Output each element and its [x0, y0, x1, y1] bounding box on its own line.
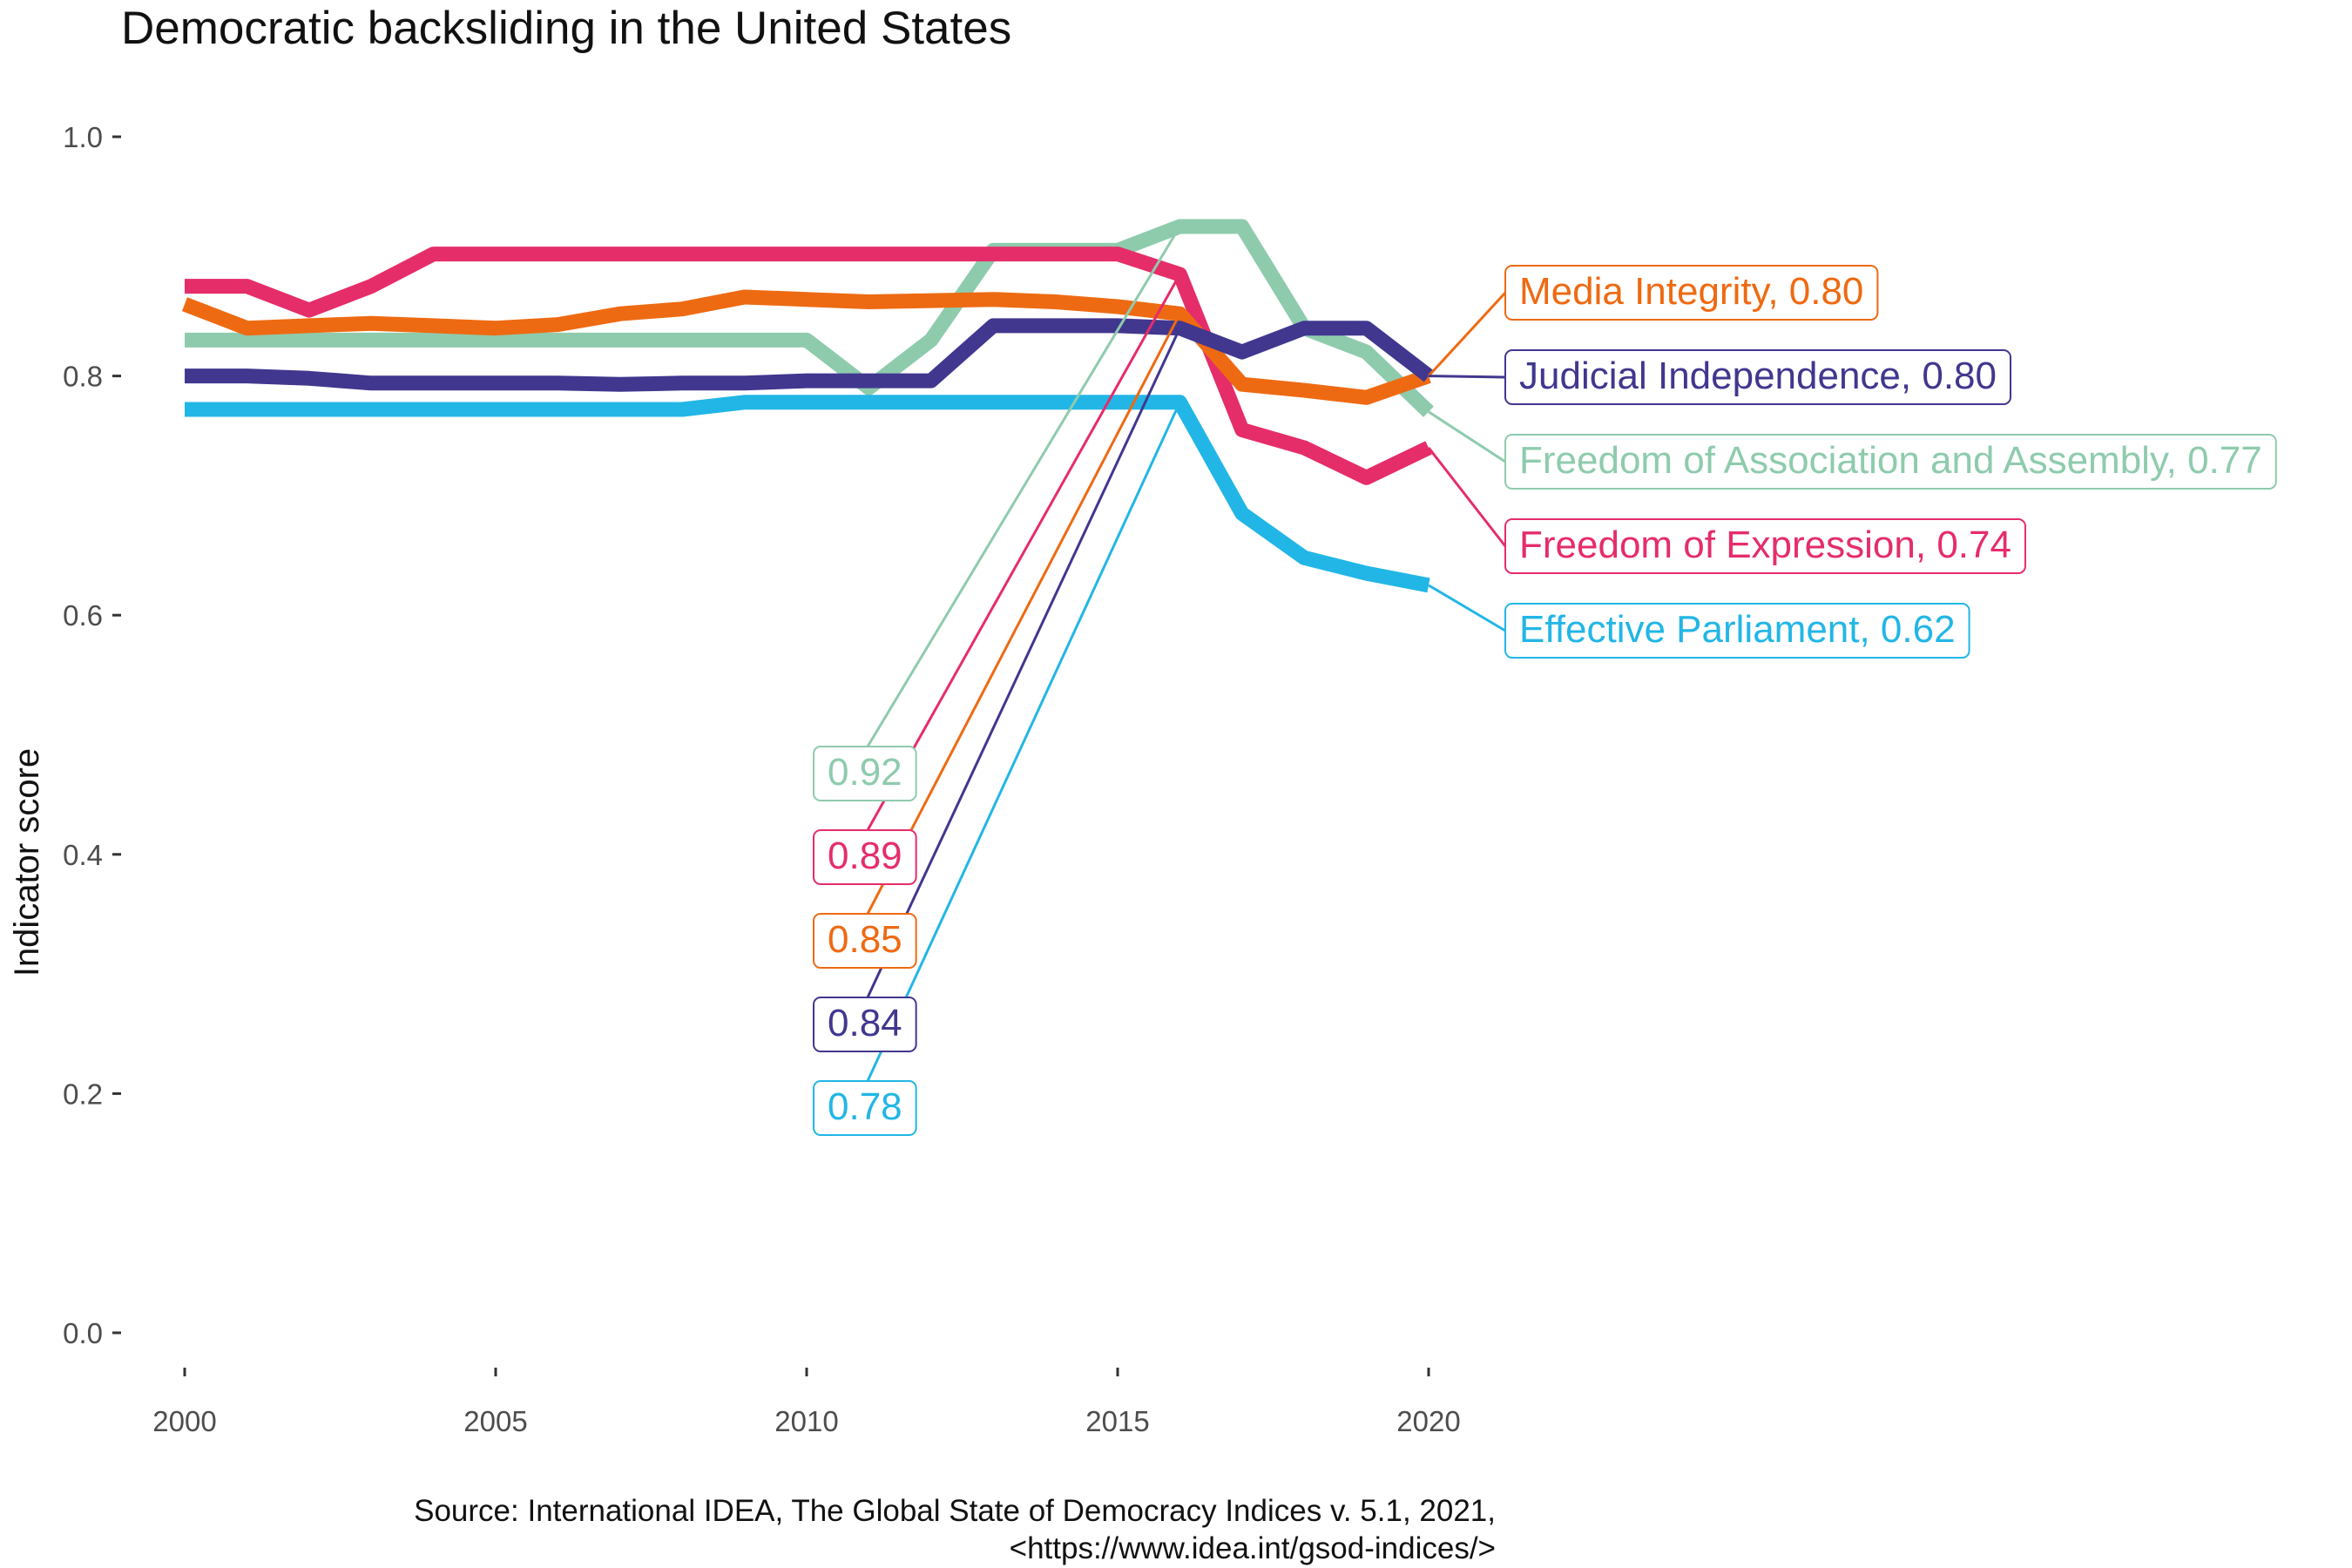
x-tick-label: 2010: [774, 1405, 838, 1437]
peak-leader-media-integrity: [866, 313, 1181, 915]
peak-label-media-integrity-box: [813, 913, 917, 969]
end-label-effective-parliament: Effective Parliament, 0.62: [1504, 603, 1970, 659]
peak-label-freedom-of-association-and-assembly: 0.92: [813, 746, 917, 801]
end-label-freedom-of-association-and-assembly-text: Freedom of Association and Assembly, 0.7…: [1519, 439, 2262, 482]
end-label-effective-parliament-box: [1504, 603, 1970, 659]
peak-label-freedom-of-association-and-assembly-box: [813, 746, 917, 801]
end-label-judicial-independence-text: Judicial Independence, 0.80: [1519, 355, 1997, 397]
x-tick-label: 2005: [463, 1405, 527, 1437]
peak-label-freedom-of-expression: 0.89: [813, 829, 917, 885]
peak-label-media-integrity-text: 0.85: [828, 918, 902, 961]
peak-label-effective-parliament-text: 0.78: [828, 1085, 902, 1128]
y-axis: 0.0 0.2 0.4 0.6 0.8 1.0: [63, 121, 121, 1349]
series-line-effective-parliament: [185, 395, 1430, 593]
end-label-freedom-of-association-and-assembly-box: [1504, 434, 2277, 490]
source-caption-line2: <https://www.idea.int/gsod-indices/>: [1009, 1531, 1496, 1565]
series-lines: [181, 219, 1434, 593]
end-label-judicial-independence-box: [1504, 349, 2011, 405]
series-line-freedom-of-association-and-assembly: [185, 219, 1434, 417]
peak-label-freedom-of-expression-text: 0.89: [828, 835, 902, 877]
peak-leader-judicial-independence: [866, 328, 1181, 998]
end-label-judicial-independence: Judicial Independence, 0.80: [1504, 349, 2011, 405]
end-leader-judicial-independence: [1428, 375, 1506, 379]
peak-label-freedom-of-association-and-assembly-text: 0.92: [828, 751, 902, 794]
x-tick-label: 2000: [152, 1405, 216, 1437]
peak-label-effective-parliament: 0.78: [813, 1080, 917, 1136]
series-line-media-integrity: [181, 289, 1431, 405]
end-label-freedom-of-expression-text: Freedom of Expression, 0.74: [1519, 524, 2011, 566]
y-tick-label: 0.2: [63, 1078, 103, 1110]
y-tick-label: 0.4: [63, 839, 103, 871]
x-tick-label: 2015: [1085, 1405, 1149, 1437]
y-tick-label: 0.8: [63, 361, 103, 393]
x-tick-label: 2020: [1396, 1405, 1460, 1437]
peak-leader-effective-parliament: [866, 402, 1181, 1082]
source-caption: Source: International IDEA, The Global S…: [414, 1492, 1496, 1567]
peak-label-effective-parliament-box: [813, 1080, 917, 1136]
x-axis: 2000 2005 2010 2015 2020: [152, 1368, 1461, 1437]
series-labels: Media Integrity, 0.80 Judicial Independen…: [813, 265, 2277, 1136]
y-axis-title: Indicator score: [8, 748, 46, 977]
chart-title: Democratic backsliding in the United Sta…: [121, 3, 1012, 54]
end-leader-media-integrity: [1427, 291, 1507, 377]
end-label-freedom-of-association-and-assembly: Freedom of Association and Assembly, 0.7…: [1504, 434, 2277, 490]
y-tick-label: 0.6: [63, 599, 103, 632]
source-caption-line1: Source: International IDEA, The Global S…: [414, 1494, 1496, 1528]
end-leader-freedom-of-association-and-assembly: [1428, 410, 1506, 463]
series-line-freedom-of-expression: [185, 247, 1432, 485]
end-label-effective-parliament-text: Effective Parliament, 0.62: [1519, 608, 1956, 651]
end-label-freedom-of-expression-box: [1504, 518, 2026, 574]
peak-label-freedom-of-expression-box: [813, 829, 917, 885]
label-leaders: [866, 226, 1507, 1082]
peak-leader-freedom-of-association-and-assembly: [866, 226, 1181, 747]
peak-label-media-integrity: 0.85: [813, 913, 917, 969]
end-label-freedom-of-expression: Freedom of Expression, 0.74: [1504, 518, 2026, 574]
y-tick-label: 0.0: [63, 1317, 103, 1349]
peak-label-judicial-independence: 0.84: [813, 997, 917, 1052]
y-tick-label: 1.0: [63, 121, 103, 153]
peak-leader-freedom-of-expression: [866, 274, 1181, 831]
end-label-media-integrity-text: Media Integrity, 0.80: [1519, 270, 1863, 313]
series-line-judicial-independence: [185, 318, 1434, 392]
peak-label-judicial-independence-text: 0.84: [828, 1002, 902, 1044]
end-label-media-integrity-box: [1504, 265, 1879, 321]
end-leader-effective-parliament: [1428, 584, 1506, 632]
peak-label-judicial-independence-box: [813, 997, 917, 1052]
end-leader-freedom-of-expression: [1427, 447, 1507, 547]
end-label-media-integrity: Media Integrity, 0.80: [1504, 265, 1879, 321]
